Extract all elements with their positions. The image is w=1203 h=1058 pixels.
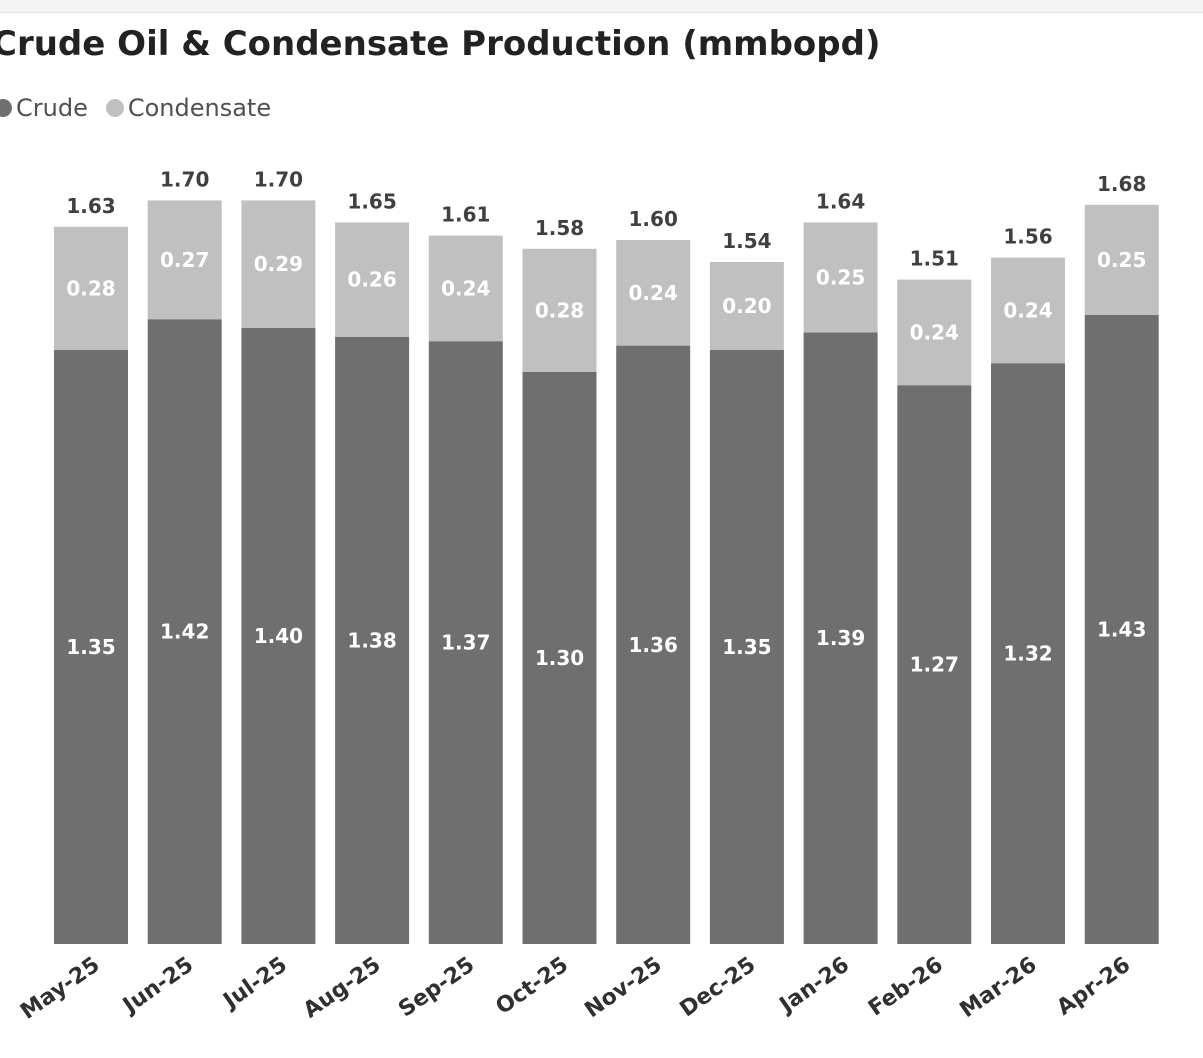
data-label-condensate-sep-25: 0.24 xyxy=(441,276,490,300)
bar-crude-jul-25[interactable] xyxy=(241,328,316,944)
data-label-crude-dec-25: 1.35 xyxy=(722,635,771,659)
data-label-total-jul-25: 1.70 xyxy=(254,167,303,191)
x-axis-ticks: May-25 Jun-25 Jul-25 Aug-25 Sep-25 Oct-25 Nov-… xyxy=(16,952,1135,1024)
x-tick-label-aug-25: Aug-25 xyxy=(299,952,386,1023)
x-tick-label-nov-25: Nov-25 xyxy=(581,952,667,1023)
bar-condensate-dec-25[interactable] xyxy=(709,262,784,350)
data-label-total-aug-25: 1.65 xyxy=(347,189,396,213)
data-label-crude-aug-25: 1.38 xyxy=(347,628,396,652)
data-label-crude-feb-26: 1.27 xyxy=(910,653,959,677)
data-label-condensate-jul-25: 0.29 xyxy=(254,252,303,276)
labels-layer: 1.35 0.28 1.63 1.42 0.27 1.70 1.40 0.29 1.70 1.38… xyxy=(66,167,1146,676)
legend-swatch-condensate xyxy=(105,99,124,117)
bar-condensate-nov-25[interactable] xyxy=(616,240,691,346)
data-label-condensate-nov-25: 0.24 xyxy=(629,281,678,305)
bar-crude-mar-26[interactable] xyxy=(991,363,1065,944)
bar-crude-aug-25[interactable] xyxy=(335,336,410,944)
data-label-total-oct-25: 1.58 xyxy=(535,216,584,240)
bar-condensate-jan-26[interactable] xyxy=(803,222,878,333)
data-label-total-dec-25: 1.54 xyxy=(722,229,771,253)
legend-label-crude: Crude xyxy=(16,94,88,122)
data-label-crude-mar-26: 1.32 xyxy=(1003,642,1052,666)
data-label-crude-jan-26: 1.39 xyxy=(816,626,865,650)
x-tick-label-sep-25: Sep-25 xyxy=(394,952,479,1022)
data-label-condensate-jan-26: 0.25 xyxy=(816,265,865,289)
x-tick-label-may-25: May-25 xyxy=(16,952,104,1024)
data-label-condensate-may-25: 0.28 xyxy=(66,276,115,300)
bar-crude-jan-26[interactable] xyxy=(803,332,878,944)
bars-layer xyxy=(54,200,1159,945)
legend-item-crude[interactable]: Crude xyxy=(0,94,88,122)
legend: Crude Condensate xyxy=(0,94,289,122)
bar-condensate-jun-25[interactable] xyxy=(147,200,222,320)
bar-crude-sep-25[interactable] xyxy=(428,341,503,944)
data-label-total-may-25: 1.63 xyxy=(66,194,115,218)
bar-condensate-jul-25[interactable] xyxy=(241,200,316,328)
data-label-condensate-dec-25: 0.20 xyxy=(722,294,771,318)
data-label-condensate-oct-25: 0.28 xyxy=(535,298,584,322)
bar-crude-oct-25[interactable] xyxy=(522,372,597,944)
data-label-condensate-jun-25: 0.27 xyxy=(160,248,209,272)
data-label-condensate-mar-26: 0.24 xyxy=(1003,298,1052,322)
bar-crude-nov-25[interactable] xyxy=(616,345,691,945)
data-label-crude-apr-26: 1.43 xyxy=(1097,617,1146,641)
legend-label-condensate: Condensate xyxy=(127,94,272,122)
data-label-total-mar-26: 1.56 xyxy=(1003,225,1052,249)
bar-crude-dec-25[interactable] xyxy=(709,350,784,944)
x-tick-label-mar-26: Mar-26 xyxy=(956,952,1042,1023)
x-tick-label-jan-26: Jan-26 xyxy=(774,952,854,1019)
data-label-crude-nov-25: 1.36 xyxy=(629,633,678,657)
bar-crude-may-25[interactable] xyxy=(54,350,128,944)
x-tick-label-dec-25: Dec-25 xyxy=(676,952,761,1022)
data-label-total-jan-26: 1.64 xyxy=(816,189,865,213)
chart-title: Crude Oil & Condensate Production (mmbop… xyxy=(0,24,881,64)
data-label-total-jun-25: 1.70 xyxy=(160,167,209,191)
x-tick-label-jun-25: Jun-25 xyxy=(117,952,198,1019)
x-tick-label-apr-26: Apr-26 xyxy=(1053,952,1136,1020)
bar-condensate-may-25[interactable] xyxy=(54,226,128,350)
data-label-crude-oct-25: 1.30 xyxy=(535,646,584,670)
data-label-total-nov-25: 1.60 xyxy=(629,207,678,231)
data-label-total-sep-25: 1.61 xyxy=(441,203,490,227)
data-label-condensate-apr-26: 0.25 xyxy=(1097,248,1146,272)
bar-condensate-apr-26[interactable] xyxy=(1084,204,1159,315)
bar-crude-apr-26[interactable] xyxy=(1084,314,1159,944)
legend-swatch-crude xyxy=(0,99,12,117)
bar-condensate-aug-25[interactable] xyxy=(335,222,410,337)
x-tick-label-feb-26: Feb-26 xyxy=(864,952,948,1021)
top-divider xyxy=(0,0,1203,13)
bar-condensate-mar-26[interactable] xyxy=(991,257,1065,364)
data-label-crude-sep-25: 1.37 xyxy=(441,631,490,655)
data-label-condensate-aug-25: 0.26 xyxy=(347,268,396,292)
data-label-condensate-feb-26: 0.24 xyxy=(910,320,959,344)
bar-condensate-oct-25[interactable] xyxy=(522,248,597,372)
bar-crude-jun-25[interactable] xyxy=(147,319,222,944)
data-label-crude-jun-25: 1.42 xyxy=(160,620,209,644)
legend-item-condensate[interactable]: Condensate xyxy=(105,94,272,122)
bar-condensate-sep-25[interactable] xyxy=(428,235,503,342)
data-label-crude-may-25: 1.35 xyxy=(66,635,115,659)
x-tick-label-jul-25: Jul-25 xyxy=(218,952,292,1014)
bar-condensate-feb-26[interactable] xyxy=(897,279,972,386)
data-label-crude-jul-25: 1.40 xyxy=(254,624,303,648)
x-tick-label-oct-25: Oct-25 xyxy=(491,952,573,1020)
data-label-total-apr-26: 1.68 xyxy=(1097,172,1146,196)
bar-crude-feb-26[interactable] xyxy=(897,385,972,944)
data-label-total-feb-26: 1.51 xyxy=(910,247,959,271)
